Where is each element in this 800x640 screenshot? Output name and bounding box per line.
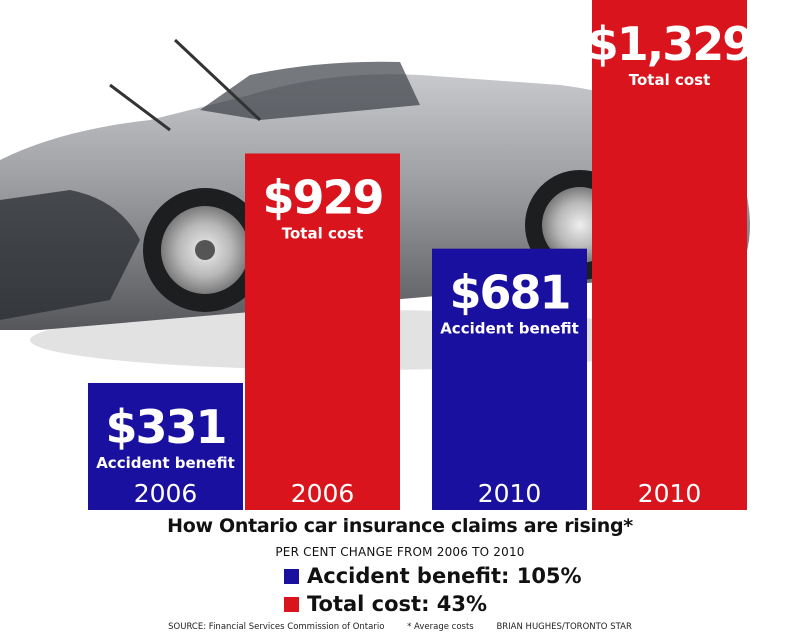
data-caption-accident-benefit-2006: Accident benefit: [96, 454, 235, 472]
x-tick-label-0: 2006: [134, 479, 198, 508]
data-label-accident-benefit-2006: $331: [105, 400, 225, 454]
source-credit: SOURCE: Financial Services Commission of…: [168, 622, 385, 632]
legend-item-accident-benefit: Accident benefit: 105%: [284, 562, 582, 590]
chart-subtitle: How Ontario car insurance claims are ris…: [167, 515, 633, 537]
legend: Accident benefit: 105% Total cost: 43%: [284, 562, 582, 618]
data-caption-accident-benefit-2010: Accident benefit: [440, 320, 579, 338]
bar-accident-benefit-2010: [432, 248, 587, 511]
legend-swatch-accident-benefit: [284, 568, 299, 584]
legend-label-accident-benefit: Accident benefit: 105%: [307, 564, 582, 588]
data-label-total-cost-2006: $929: [262, 170, 382, 224]
x-tick-label-1: 2006: [291, 479, 355, 508]
photo-credit: BRIAN HUGHES/TORONTO STAR: [496, 622, 632, 632]
per-cent-change-label: PER CENT CHANGE FROM 2006 TO 2010: [275, 545, 525, 559]
data-caption-total-cost-2006: Total cost: [282, 224, 364, 242]
legend-label-total-cost: Total cost: 43%: [307, 592, 488, 616]
x-tick-label-2: 2010: [478, 479, 542, 508]
bar-total-cost-2006: [245, 153, 400, 510]
bar-total-cost-2010: [592, 0, 747, 510]
source-footer: SOURCE: Financial Services Commission of…: [0, 622, 800, 632]
data-caption-total-cost-2010: Total cost: [629, 71, 711, 89]
legend-swatch-total-cost: [284, 596, 299, 612]
data-label-accident-benefit-2010: $681: [449, 266, 569, 320]
footnote: * Average costs: [407, 622, 474, 632]
x-tick-label-3: 2010: [638, 479, 702, 508]
legend-item-total-cost: Total cost: 43%: [284, 590, 582, 618]
data-label-total-cost-2010: $1,329: [587, 17, 753, 71]
bar-accident-benefit-2006: [88, 382, 243, 510]
